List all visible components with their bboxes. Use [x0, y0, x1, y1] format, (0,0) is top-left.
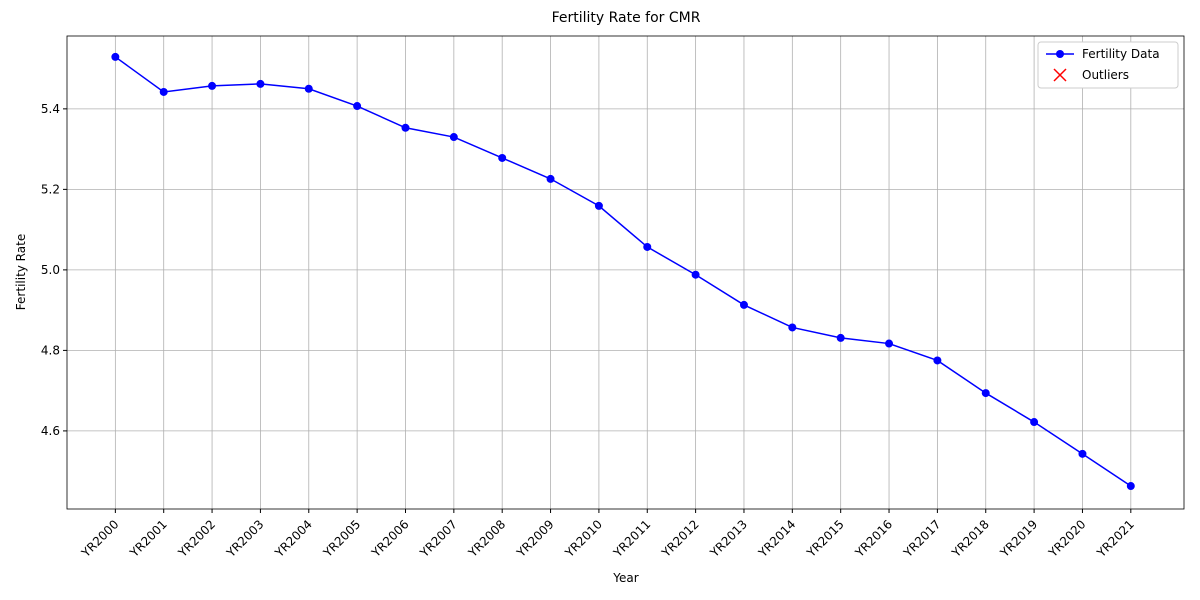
x-tick-label: YR2014 [755, 517, 798, 560]
x-tick-label: YR2007 [417, 517, 460, 560]
data-point [885, 339, 894, 348]
data-point [1030, 418, 1039, 427]
data-line [114, 56, 1132, 487]
x-tick-label: YR2021 [1094, 517, 1137, 560]
data-point [836, 333, 845, 342]
data-point [691, 270, 700, 279]
legend-marker [1056, 50, 1064, 58]
x-tick-label: YR2005 [320, 517, 363, 560]
y-tick-label: 5.4 [41, 102, 60, 116]
data-point [546, 174, 555, 183]
data-point [788, 323, 797, 332]
legend-label: Fertility Data [1082, 47, 1160, 61]
legend-label: Outliers [1082, 68, 1129, 82]
data-point [1078, 449, 1087, 458]
x-tick-label: YR2015 [804, 517, 847, 560]
x-tick-label: YR2009 [513, 517, 556, 560]
legend-marker [1053, 68, 1067, 82]
x-tick-label: YR2004 [272, 517, 315, 560]
x-tick-label: YR2013 [707, 517, 750, 560]
chart-title: Fertility Rate for CMR [552, 10, 701, 26]
data-point [256, 79, 265, 88]
y-axis-label: Fertility Rate [14, 234, 28, 310]
x-tick-label: YR2016 [852, 517, 895, 560]
x-tick-label: YR2017 [900, 517, 943, 560]
data-point [643, 242, 652, 251]
x-tick-label: YR2002 [175, 517, 218, 560]
data-point [111, 52, 120, 61]
y-tick-label: 4.6 [41, 424, 60, 438]
y-tick-label: 5.2 [41, 182, 60, 196]
x-tick-label: YR2003 [223, 517, 266, 560]
x-tick-label: YR2018 [949, 517, 992, 560]
plot-frame [66, 35, 1185, 510]
x-tick-label: YR2012 [658, 517, 701, 560]
y-tick-label: 5.0 [41, 263, 60, 277]
data-point [981, 389, 990, 398]
data-point [1126, 482, 1135, 491]
x-tick-label: YR2020 [1045, 517, 1088, 560]
data-point [933, 356, 942, 365]
y-tick-label: 4.8 [41, 343, 60, 357]
x-axis-label: Year [612, 571, 638, 585]
data-point [159, 87, 168, 96]
x-tick-label: YR2001 [127, 517, 170, 560]
data-point [594, 201, 603, 210]
data-point [304, 84, 313, 93]
x-tick-label: YR2008 [465, 517, 508, 560]
data-point [353, 102, 362, 111]
x-tick-label: YR2000 [78, 517, 121, 560]
x-tick-label: YR2006 [368, 517, 411, 560]
data-point [449, 133, 458, 142]
data-point [208, 81, 217, 90]
x-tick-label: YR2019 [997, 517, 1040, 560]
data-point [739, 300, 748, 309]
data-point [498, 153, 507, 162]
x-tick-label: YR2010 [562, 517, 605, 560]
data-point [401, 123, 410, 132]
x-tick-label: YR2011 [610, 517, 653, 560]
